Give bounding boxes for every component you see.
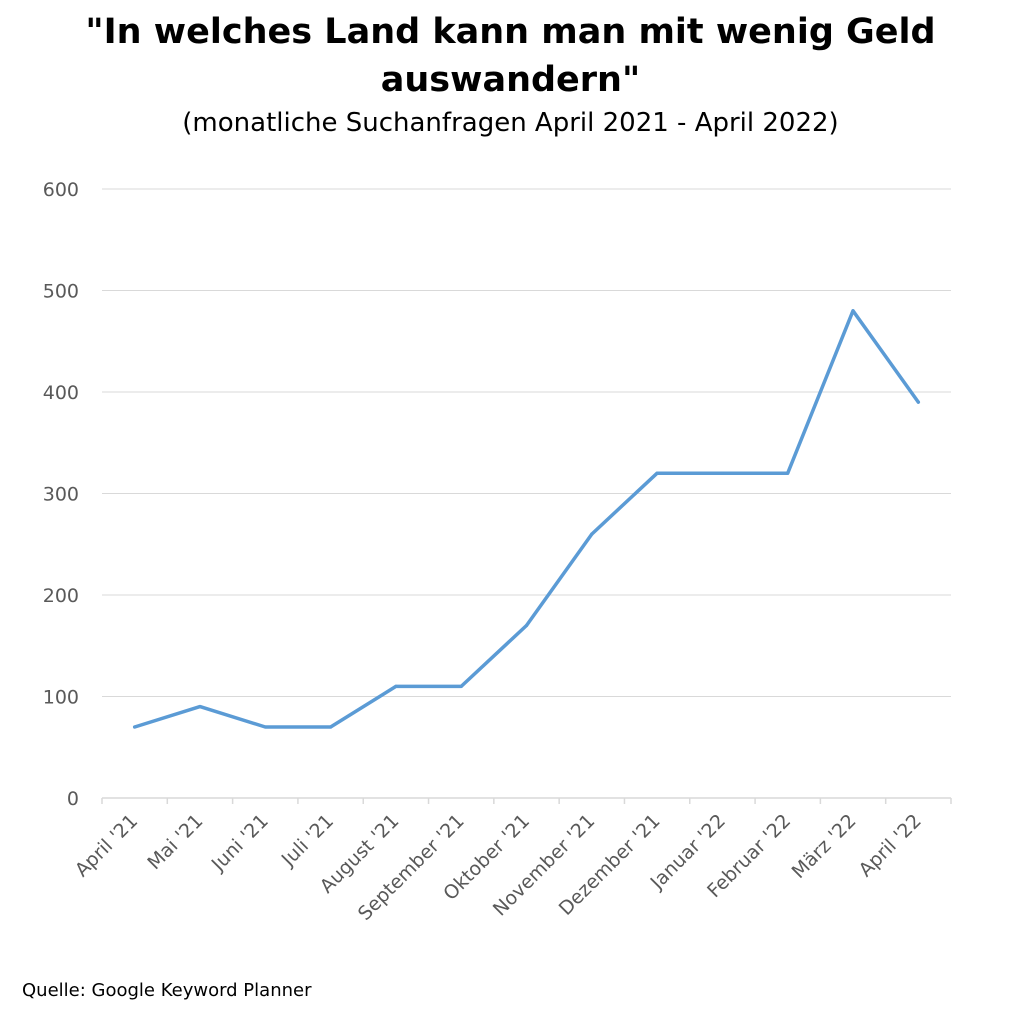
data-point (524, 623, 529, 628)
data-point (133, 725, 137, 729)
x-tick-label: April '21 (71, 810, 142, 881)
data-point (655, 471, 659, 475)
data-point (786, 471, 790, 475)
x-tick-label: Juli '21 (277, 810, 338, 871)
chart-title-line-2: auswandern" (380, 60, 641, 100)
y-tick-label: 400 (43, 382, 79, 404)
chart-title: "In welches Land kann man mit wenig Geld… (0, 8, 1021, 104)
data-point (394, 684, 398, 688)
x-tick-label: März '22 (788, 810, 861, 883)
x-tick-label: April '22 (855, 810, 926, 881)
y-tick-label: 500 (43, 281, 79, 303)
series-line (132, 309, 921, 729)
chart-title-line-1: "In welches Land kann man mit wenig Geld (85, 12, 936, 52)
y-tick-label: 200 (43, 585, 79, 607)
x-tick-label: Mai '21 (143, 810, 207, 874)
data-point (459, 684, 463, 688)
y-tick-label: 0 (67, 788, 79, 810)
data-point (328, 725, 333, 729)
data-point (590, 532, 594, 536)
y-tick-label: 600 (43, 179, 79, 201)
data-point (720, 471, 725, 475)
chart-subtitle: (monatliche Suchanfragen April 2021 - Ap… (182, 108, 839, 138)
data-point (851, 309, 855, 313)
y-tick-label: 100 (43, 687, 79, 709)
source-note: Quelle: Google Keyword Planner (22, 980, 312, 1001)
data-point (263, 725, 267, 729)
data-point (916, 400, 920, 404)
y-tick-label: 300 (43, 484, 79, 506)
x-tick-label: Juni '21 (207, 810, 273, 876)
data-point (198, 705, 202, 709)
